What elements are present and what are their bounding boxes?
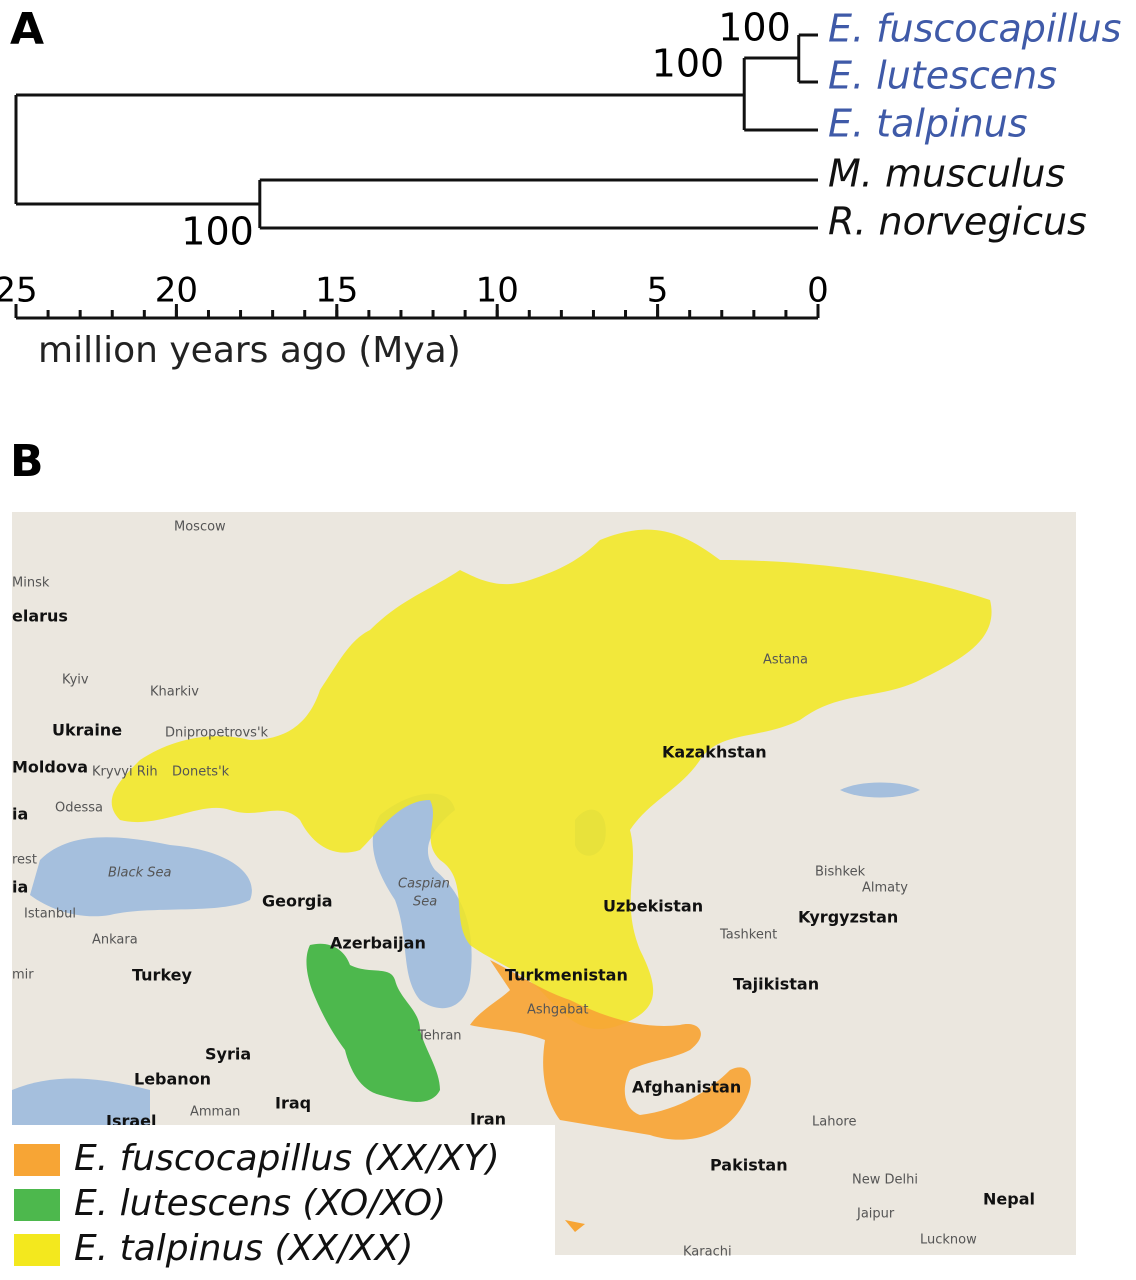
map-label: Lucknow <box>920 1233 977 1248</box>
map-label: Turkmenistan <box>505 966 628 985</box>
map-label: Pakistan <box>710 1156 788 1175</box>
legend-label: E. lutescens (XO/XO) <box>74 1183 446 1224</box>
balkhash-lake <box>840 782 920 798</box>
map-label: Ankara <box>92 933 138 948</box>
mediterranean <box>12 1078 150 1130</box>
map-label: Georgia <box>262 892 333 911</box>
map-label: ia <box>12 805 28 824</box>
leaf-label: E. talpinus <box>828 102 1028 146</box>
map-label: Dnipropetrovs'k <box>165 726 269 741</box>
panel-label: A <box>10 4 44 55</box>
x-tick-label: 5 <box>647 271 669 311</box>
map-label: Kazakhstan <box>662 743 767 762</box>
map-label: Bishkek <box>815 865 866 880</box>
map-label: Amman <box>190 1105 240 1120</box>
map-label: Caspian <box>398 877 450 892</box>
map-label: Istanbul <box>24 907 76 922</box>
support-label: 100 <box>652 42 725 86</box>
leaf-label: E. lutescens <box>828 54 1057 98</box>
map-label: Tashkent <box>719 928 777 943</box>
legend-label: E. talpinus (XX/XX) <box>74 1228 413 1269</box>
map-label: Azerbaijan <box>330 934 426 953</box>
fuscocapillus-range-patch <box>565 1220 585 1232</box>
x-tick-label: 15 <box>315 271 358 311</box>
legend-swatch <box>14 1189 60 1221</box>
support-label: 100 <box>718 6 791 50</box>
map-label: New Delhi <box>852 1173 918 1188</box>
legend-box <box>12 1125 555 1280</box>
map-label: Kharkiv <box>150 685 199 700</box>
map-label: ia <box>12 878 28 897</box>
map-label: Afghanistan <box>632 1078 741 1097</box>
map-label: Moscow <box>174 520 226 535</box>
map-label: Uzbekistan <box>603 897 703 916</box>
map-label: Karachi <box>683 1245 732 1260</box>
map-label: Black Sea <box>108 866 172 881</box>
legend: E. fuscocapillus (XX/XY)E. lutescens (XO… <box>14 1138 500 1269</box>
map-label: Lebanon <box>134 1070 211 1089</box>
map-label: Moldova <box>12 758 88 777</box>
leaf-label: R. norvegicus <box>828 200 1087 244</box>
x-tick-label: 10 <box>476 271 519 311</box>
map-label: Ashgabat <box>527 1003 588 1018</box>
map-label: Kyrgyzstan <box>798 908 898 927</box>
map-label: Turkey <box>132 966 193 985</box>
map-label: mir <box>12 968 34 983</box>
map-label: Astana <box>763 653 808 668</box>
support-label: 100 <box>181 210 254 254</box>
map-label: Iran <box>470 1110 506 1129</box>
lutescens-range <box>306 943 440 1102</box>
map-label: Kyiv <box>62 673 89 688</box>
x-tick-label: 25 <box>0 271 38 311</box>
leaf-label: E. fuscocapillus <box>828 7 1121 51</box>
map-label: Odessa <box>55 801 103 816</box>
map-label: Nepal <box>983 1190 1035 1209</box>
map-label: Tehran <box>417 1029 462 1044</box>
legend-swatch <box>14 1234 60 1266</box>
map-label: Kryvyi Rih <box>92 765 158 780</box>
fuscocapillus-range <box>470 960 751 1140</box>
black-sea <box>30 837 252 917</box>
caspian-sea <box>372 793 472 1009</box>
x-tick-label: 0 <box>807 271 829 311</box>
legend-label: E. fuscocapillus (XX/XY) <box>74 1138 500 1179</box>
tree <box>14 33 820 320</box>
talpinus-range <box>111 529 992 1030</box>
map-label: Syria <box>205 1045 251 1064</box>
axis-label: million years ago (Mya) <box>38 330 461 371</box>
map-label: Sea <box>413 895 437 910</box>
map-label: Donets'k <box>172 765 230 780</box>
map-label: Lahore <box>812 1115 856 1130</box>
map-label: Jaipur <box>856 1207 895 1222</box>
map-label: Ukraine <box>52 721 122 740</box>
map-label: Minsk <box>12 576 50 591</box>
leaf-label: M. musculus <box>828 152 1065 196</box>
legend-swatch <box>14 1144 60 1176</box>
map-label: Iraq <box>275 1094 311 1113</box>
map-label: Almaty <box>862 881 908 896</box>
panel-label: B <box>10 436 44 487</box>
map-label: elarus <box>12 607 68 626</box>
x-tick-label: 20 <box>155 271 198 311</box>
map-label: rest <box>12 853 37 868</box>
map-label: Tajikistan <box>733 975 819 994</box>
